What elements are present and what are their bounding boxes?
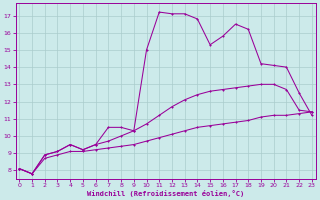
X-axis label: Windchill (Refroidissement éolien,°C): Windchill (Refroidissement éolien,°C) — [87, 190, 244, 197]
